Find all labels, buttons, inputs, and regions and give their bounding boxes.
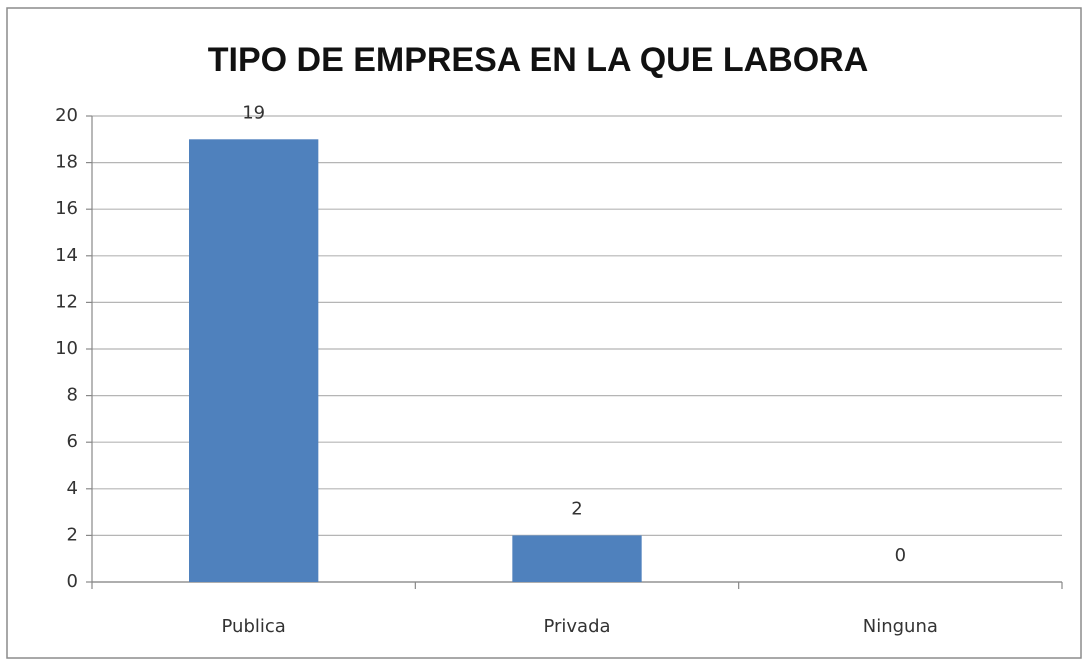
y-tick-label: 6 (67, 431, 78, 452)
y-tick-label: 8 (67, 385, 78, 406)
x-tick-label: Publica (222, 616, 286, 637)
data-label: 19 (242, 102, 265, 123)
data-label: 2 (571, 498, 582, 519)
y-tick-label: 4 (67, 478, 78, 499)
y-tick-label: 18 (55, 152, 78, 173)
y-tick-label: 14 (55, 245, 78, 266)
x-tick-label: Privada (543, 616, 610, 637)
chart-title: TIPO DE EMPRESA EN LA QUE LABORA (208, 41, 869, 79)
y-tick-label: 16 (55, 198, 78, 219)
y-tick-label: 20 (55, 105, 78, 126)
y-tick-label: 2 (67, 524, 78, 545)
bar (512, 535, 642, 582)
y-tick-label: 0 (67, 571, 78, 592)
y-tick-label: 12 (55, 291, 78, 312)
data-label: 0 (895, 545, 906, 566)
y-tick-label: 10 (55, 338, 78, 359)
bar (189, 139, 319, 583)
x-tick-label: Ninguna (863, 616, 938, 637)
